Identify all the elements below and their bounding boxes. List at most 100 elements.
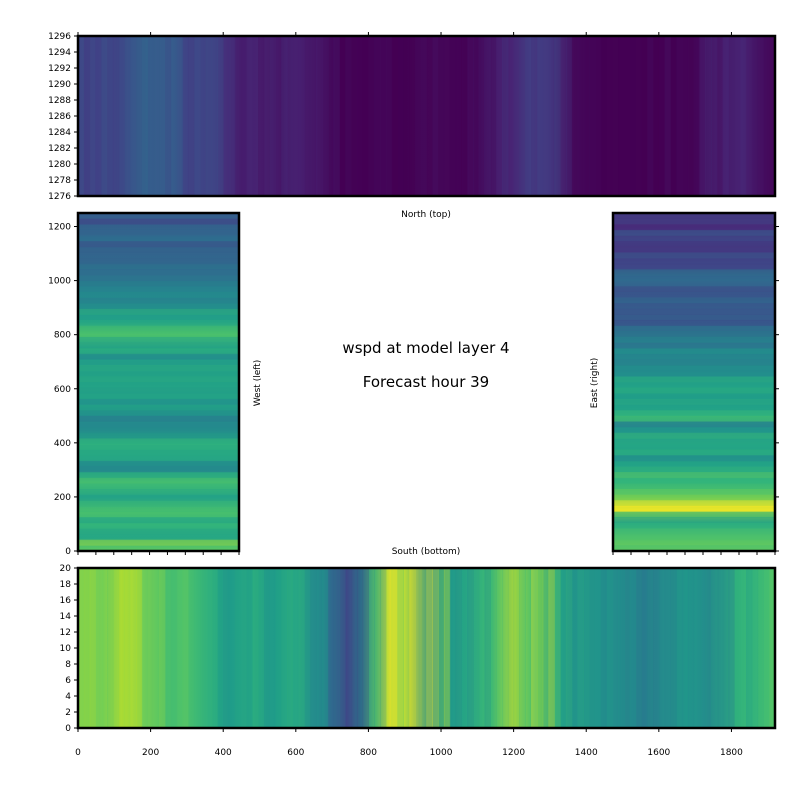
heatmap-streak [275,568,282,728]
heatmap-streak [554,36,561,196]
y-tick-label: 1276 [48,192,71,202]
east-panel-label: East (right) [590,358,600,408]
heatmap-streak [554,568,561,728]
heatmap-streak [613,303,775,310]
heatmap-streak [263,568,271,728]
heatmap-streak [292,36,300,196]
heatmap-streak [78,511,239,518]
heatmap-streak [78,483,239,490]
heatmap-streak [403,568,410,728]
heatmap-streak [78,252,239,259]
heatmap-streak [101,36,108,196]
heatmap-streak [426,568,433,728]
heatmap-streak [345,568,352,728]
heatmap-streak [594,36,602,196]
heatmap-streak [613,404,775,411]
heatmap-streak [565,568,573,728]
heatmap-streak [613,252,775,259]
heatmap-streak [78,258,239,265]
heatmap-streak [89,568,96,728]
x-tick-label: 1000 [430,748,453,758]
heatmap-streak [397,568,404,728]
heatmap-streak [589,568,596,728]
heatmap-streak [78,280,239,287]
heatmap-streak [613,455,775,462]
heatmap-streak [205,36,213,196]
heatmap-streak [613,320,775,327]
heatmap-streak [613,449,775,456]
heatmap-streak [78,449,239,456]
heatmap-streak [78,213,239,220]
heatmap-streak [676,36,683,196]
heatmap-streak [200,568,207,728]
heatmap-streak [380,568,387,728]
heatmap-streak [339,36,346,196]
heatmap-streak [613,365,775,372]
heatmap-streak [83,568,91,728]
heatmap-streak [78,539,239,546]
heatmap-streak [613,539,775,546]
heatmap-streak [333,568,340,728]
heatmap-streak [583,568,590,728]
west-panel: 0 200 400 600 800 1000 1200 West (left) [48,211,263,557]
heatmap-streak [763,568,770,728]
heatmap-streak [78,472,239,479]
heatmap-streak [613,398,775,406]
south-heatmap [78,568,775,728]
heatmap-streak [374,36,381,196]
heatmap-streak [577,36,584,196]
y-tick-label: 400 [54,439,71,449]
east-frame [611,211,777,553]
heatmap-streak [653,36,660,196]
heatmap-streak [542,36,550,196]
heatmap-streak [78,466,239,473]
north-heatmap [78,36,775,196]
heatmap-streak [438,36,445,196]
heatmap-streak [624,568,631,728]
heatmap-streak [170,568,178,728]
heatmap-streak [130,36,137,196]
heatmap-streak [542,568,550,728]
heatmap-streak [670,36,677,196]
heatmap-streak [613,432,775,439]
heatmap-streak [624,36,631,196]
heatmap-streak [613,494,775,501]
heatmap-streak [136,568,143,728]
heatmap-streak [496,568,503,728]
heatmap-streak [490,36,497,196]
heatmap-streak [664,568,671,728]
heatmap-streak [112,36,120,196]
heatmap-streak [83,36,91,196]
heatmap-streak [304,36,311,196]
heatmap-streak [78,376,239,383]
heatmap-streak [281,36,288,196]
heatmap-streak [78,286,239,293]
heatmap-streak [746,36,753,196]
heatmap-streak [258,36,265,196]
heatmap-streak [356,568,364,728]
heatmap-streak [188,568,195,728]
heatmap-streak [589,36,596,196]
heatmap-streak [629,36,637,196]
x-tick-label: 800 [360,748,377,758]
heatmap-streak [165,36,172,196]
y-tick-label: 1296 [48,32,71,42]
west-panel-label: West (left) [253,360,263,407]
x-tick-label: 400 [215,748,232,758]
heatmap-streak [635,36,642,196]
heatmap-streak [78,241,239,248]
heatmap-streak [78,404,239,411]
y-tick-label: 1282 [48,144,71,154]
heatmap-streak [525,36,532,196]
heatmap-streak [95,568,102,728]
heatmap-streak [502,568,509,728]
heatmap-streak [613,213,775,220]
y-tick-label: 8 [65,660,71,670]
heatmap-streak [211,568,218,728]
heatmap-streak [130,568,137,728]
heatmap-streak [107,568,114,728]
heatmap-streak [78,438,239,445]
heatmap-streak [200,36,207,196]
heatmap-streak [716,36,724,196]
